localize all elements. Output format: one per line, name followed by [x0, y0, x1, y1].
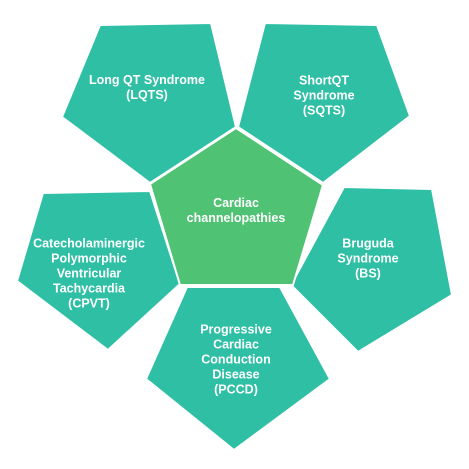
- pentagon-pccd: [144, 286, 332, 452]
- label-sqts: ShortQT Syndrome (SQTS): [293, 73, 355, 118]
- label-bs: Bruguda Syndrome (BS): [337, 236, 399, 281]
- pentagon-center: [148, 126, 325, 286]
- label-lqts: Long QT Syndrome (LQTS): [89, 73, 205, 102]
- pentagon-cpvt: [15, 189, 182, 352]
- label-pccd: Progressive Cardiac Conduction Disease (…: [200, 322, 272, 397]
- pentagon-bs: [289, 185, 454, 354]
- label-cpvt: Catecholaminergic Polymorphic Ventricula…: [33, 236, 145, 311]
- label-center: Cardiac channelopathies: [186, 196, 286, 225]
- pentagon-sqts: [236, 21, 412, 185]
